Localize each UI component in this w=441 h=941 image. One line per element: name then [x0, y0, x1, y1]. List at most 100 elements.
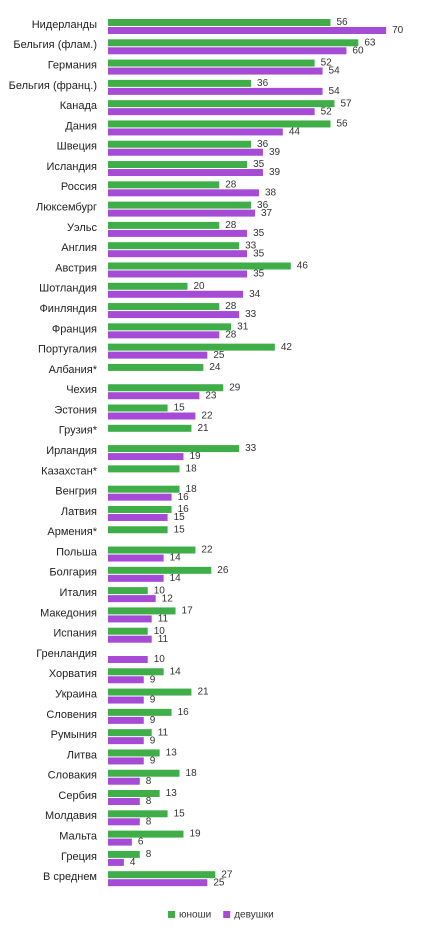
bar — [108, 169, 263, 177]
value-label: 8 — [146, 776, 152, 787]
category-label: Дания — [65, 120, 97, 132]
bar — [108, 19, 331, 26]
bar — [108, 554, 164, 562]
bar — [108, 635, 152, 643]
bar — [108, 161, 248, 169]
bar — [108, 850, 140, 858]
value-label: 36 — [257, 78, 269, 89]
bar — [108, 838, 132, 846]
bar — [108, 87, 323, 95]
category-label: Шотландия — [39, 283, 97, 295]
value-label: 6 — [138, 837, 144, 848]
value-label: 33 — [245, 240, 257, 251]
category-label: Люксембург — [36, 202, 97, 214]
value-label: 52 — [321, 58, 333, 69]
value-label: 23 — [205, 390, 217, 401]
value-label: 20 — [193, 281, 205, 292]
value-label: 10 — [154, 585, 166, 596]
bar — [108, 303, 220, 311]
bar — [108, 351, 208, 359]
bar — [108, 818, 140, 826]
bar — [108, 453, 184, 461]
category-label: Сербия — [58, 790, 97, 802]
category-label: Хорватия — [49, 668, 97, 680]
bar — [108, 59, 315, 67]
bar — [108, 627, 148, 635]
value-label: 8 — [146, 849, 152, 860]
value-label: 35 — [253, 248, 265, 259]
bar — [108, 749, 160, 757]
value-label: 8 — [146, 816, 152, 827]
value-label: 24 — [209, 362, 221, 373]
bar — [108, 769, 180, 777]
category-label: Словакия — [48, 770, 97, 782]
bar — [108, 120, 331, 128]
value-label: 56 — [337, 119, 349, 130]
value-label: 34 — [249, 289, 261, 300]
bar — [108, 242, 240, 250]
value-label: 56 — [337, 17, 349, 28]
value-label: 29 — [229, 382, 241, 393]
value-label: 19 — [189, 451, 201, 462]
bar — [108, 100, 335, 108]
value-label: 39 — [269, 147, 281, 158]
value-label: 44 — [289, 127, 301, 138]
value-label: 60 — [352, 45, 364, 56]
category-label: Италия — [60, 587, 98, 599]
bar — [108, 331, 220, 339]
value-label: 14 — [170, 573, 182, 584]
value-label: 37 — [261, 208, 273, 219]
category-label: Швеция — [57, 141, 97, 153]
value-label: 63 — [364, 37, 376, 48]
bar — [108, 47, 347, 55]
category-label: Греция — [61, 851, 97, 863]
value-label: 16 — [178, 504, 190, 515]
bar — [108, 777, 140, 785]
value-label: 22 — [201, 545, 213, 556]
value-label: 54 — [329, 66, 341, 77]
bar — [108, 282, 188, 290]
bar — [108, 858, 124, 866]
bar — [108, 404, 168, 412]
legend-label: девушки — [234, 910, 273, 921]
value-label: 14 — [170, 666, 182, 677]
legend-swatch — [168, 911, 175, 918]
value-label: 57 — [340, 98, 352, 109]
bar — [108, 27, 387, 34]
category-label: Армения* — [47, 526, 97, 538]
category-label: Франция — [52, 323, 97, 335]
value-label: 33 — [245, 443, 257, 454]
value-label: 18 — [186, 768, 198, 779]
value-label: 33 — [245, 309, 257, 320]
bar — [108, 607, 176, 615]
value-label: 19 — [189, 829, 201, 840]
value-label: 9 — [150, 756, 156, 767]
value-label: 15 — [174, 524, 186, 535]
bar — [108, 708, 172, 716]
value-label: 11 — [158, 614, 169, 625]
bar — [108, 879, 208, 887]
category-label: Македония — [40, 607, 97, 619]
bar — [108, 546, 196, 554]
category-label: Молдавия — [45, 810, 97, 822]
category-label: Словения — [46, 709, 97, 721]
bar — [108, 181, 220, 189]
category-label: Испания — [53, 628, 97, 640]
value-label: 70 — [392, 25, 404, 36]
value-label: 9 — [150, 735, 156, 746]
value-label: 18 — [186, 464, 198, 475]
value-label: 25 — [213, 877, 225, 888]
value-label: 54 — [329, 86, 341, 97]
value-label: 12 — [162, 593, 174, 604]
category-label: Бельгия (франц.) — [9, 80, 97, 92]
bar — [108, 79, 252, 87]
bar — [108, 790, 160, 798]
category-label: Албания* — [49, 364, 98, 376]
value-label: 16 — [178, 707, 190, 718]
value-label: 14 — [170, 553, 182, 564]
category-label: Мальта — [59, 831, 98, 843]
bar — [108, 250, 248, 258]
bar — [108, 655, 148, 663]
bar — [108, 189, 259, 197]
